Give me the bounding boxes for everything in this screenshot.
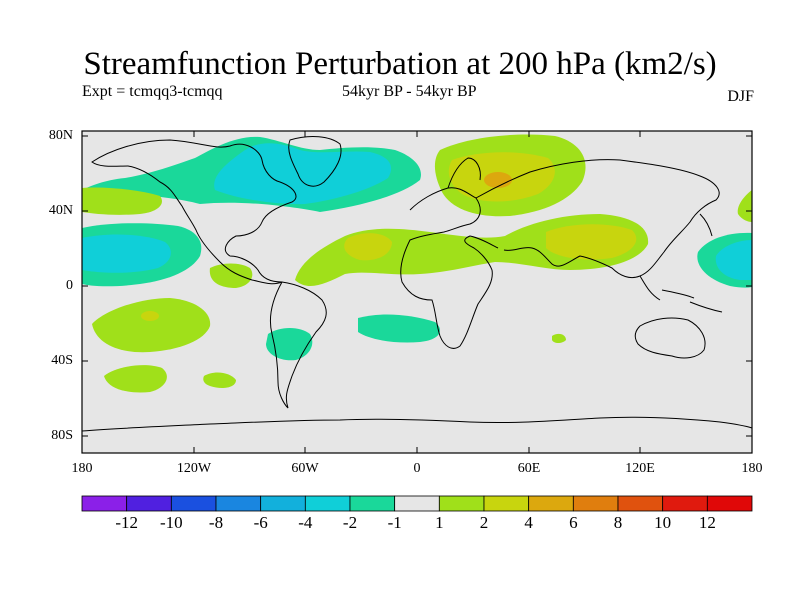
lon-label-180e: 180: [741, 461, 763, 476]
colorbar-label: -12: [115, 513, 138, 532]
colorbar-label: -4: [298, 513, 313, 532]
field-c-america-pos: [209, 263, 253, 288]
lon-label-180w: 180: [71, 461, 93, 476]
season-label: DJF: [727, 88, 754, 105]
lon-label-60w: 60W: [291, 461, 319, 476]
colorbar-swatch: [260, 495, 306, 512]
lat-label-80n: 80N: [48, 128, 73, 143]
field-w-pacific-neg-inner: [715, 240, 752, 280]
field-n-pacific-pos: [82, 187, 162, 215]
field-s-pacific-pos-core: [141, 311, 159, 321]
colorbar-label: 6: [569, 513, 578, 532]
lon-label-60e: 60E: [517, 461, 541, 476]
coast-south-america: [269, 281, 327, 409]
lon-label-120e: 120E: [625, 461, 655, 476]
colorbar-label: -8: [208, 513, 224, 532]
coastlines: [81, 136, 753, 432]
colorbar-swatch: [617, 495, 664, 512]
axis-ticks: [82, 131, 752, 453]
colorbar-label: -10: [159, 513, 183, 532]
colorbar-swatch: [483, 495, 530, 512]
lon-label-120w: 120W: [176, 461, 212, 476]
lat-label-0: 0: [66, 278, 73, 293]
colorbar-swatch: [572, 495, 619, 512]
lat-label-80s: 80S: [51, 428, 73, 443]
lon-label-0: 0: [413, 461, 421, 476]
field-atlantic-pos-inner: [344, 233, 392, 261]
plot-title: Streamfunction Perturbation at 200 hPa (…: [83, 46, 717, 82]
colorbar-swatch: [304, 495, 351, 512]
period-label: 54kyr BP - 54kyr BP: [342, 83, 477, 100]
coast-australia: [634, 317, 706, 359]
colorbar-swatch: [170, 495, 217, 512]
colorbar-swatch: [126, 495, 172, 512]
colorbar-label: 1: [435, 513, 444, 532]
coast-scandinavia: [447, 157, 481, 189]
colorbar-label: -1: [387, 513, 402, 532]
colorbar-swatch: [349, 495, 396, 512]
colorbar-swatch: [394, 495, 440, 512]
colorbar-label: 10: [654, 513, 672, 532]
field-australia-pos: [552, 333, 566, 343]
colorbar-swatch: [215, 495, 262, 512]
colorbar-label: -2: [342, 513, 358, 532]
experiment-label: Expt = tcmqq3-tcmqq: [82, 83, 223, 100]
lat-label-40n: 40N: [48, 203, 73, 218]
colorbar-swatch: [706, 495, 753, 512]
field-s-atlantic-neg-2: [358, 314, 440, 343]
colorbar-label: -6: [253, 513, 268, 532]
coast-greenland: [288, 136, 342, 187]
colorbar-label: 12: [698, 513, 716, 532]
coast-europe-africa: [400, 187, 499, 349]
lat-label-40s: 40S: [51, 353, 73, 368]
colorbar-swatch: [81, 495, 128, 512]
anomaly-fields: [82, 134, 752, 393]
colorbar-swatch: [662, 495, 708, 512]
field-s-pacific-pos: [92, 298, 211, 353]
field-eurasia-pos-core: [484, 172, 512, 188]
field-e-pacific-neg-inner: [82, 234, 171, 273]
coast-antarctica: [81, 416, 753, 432]
colorbar-label: 2: [479, 513, 489, 532]
field-w-pacific-pos-edge: [737, 190, 752, 222]
field-s-pacific-pos-2: [104, 365, 167, 393]
colorbar-label: 8: [613, 513, 623, 532]
field-s-atlantic-neg: [266, 328, 313, 361]
coast-north-america: [91, 139, 297, 285]
field-n-atlantic-neg-inner: [214, 143, 392, 205]
field-s-pacific-pos-3: [203, 372, 236, 388]
coast-indonesia: [639, 275, 723, 313]
coast-japan: [699, 213, 713, 237]
coast-asia: [475, 159, 720, 279]
field-asia-pos-inner: [546, 224, 637, 260]
colorbar-label: 4: [524, 513, 533, 532]
colorbar-swatch: [438, 495, 485, 512]
colorbar: [81, 495, 753, 512]
colorbar-swatch: [528, 495, 574, 512]
